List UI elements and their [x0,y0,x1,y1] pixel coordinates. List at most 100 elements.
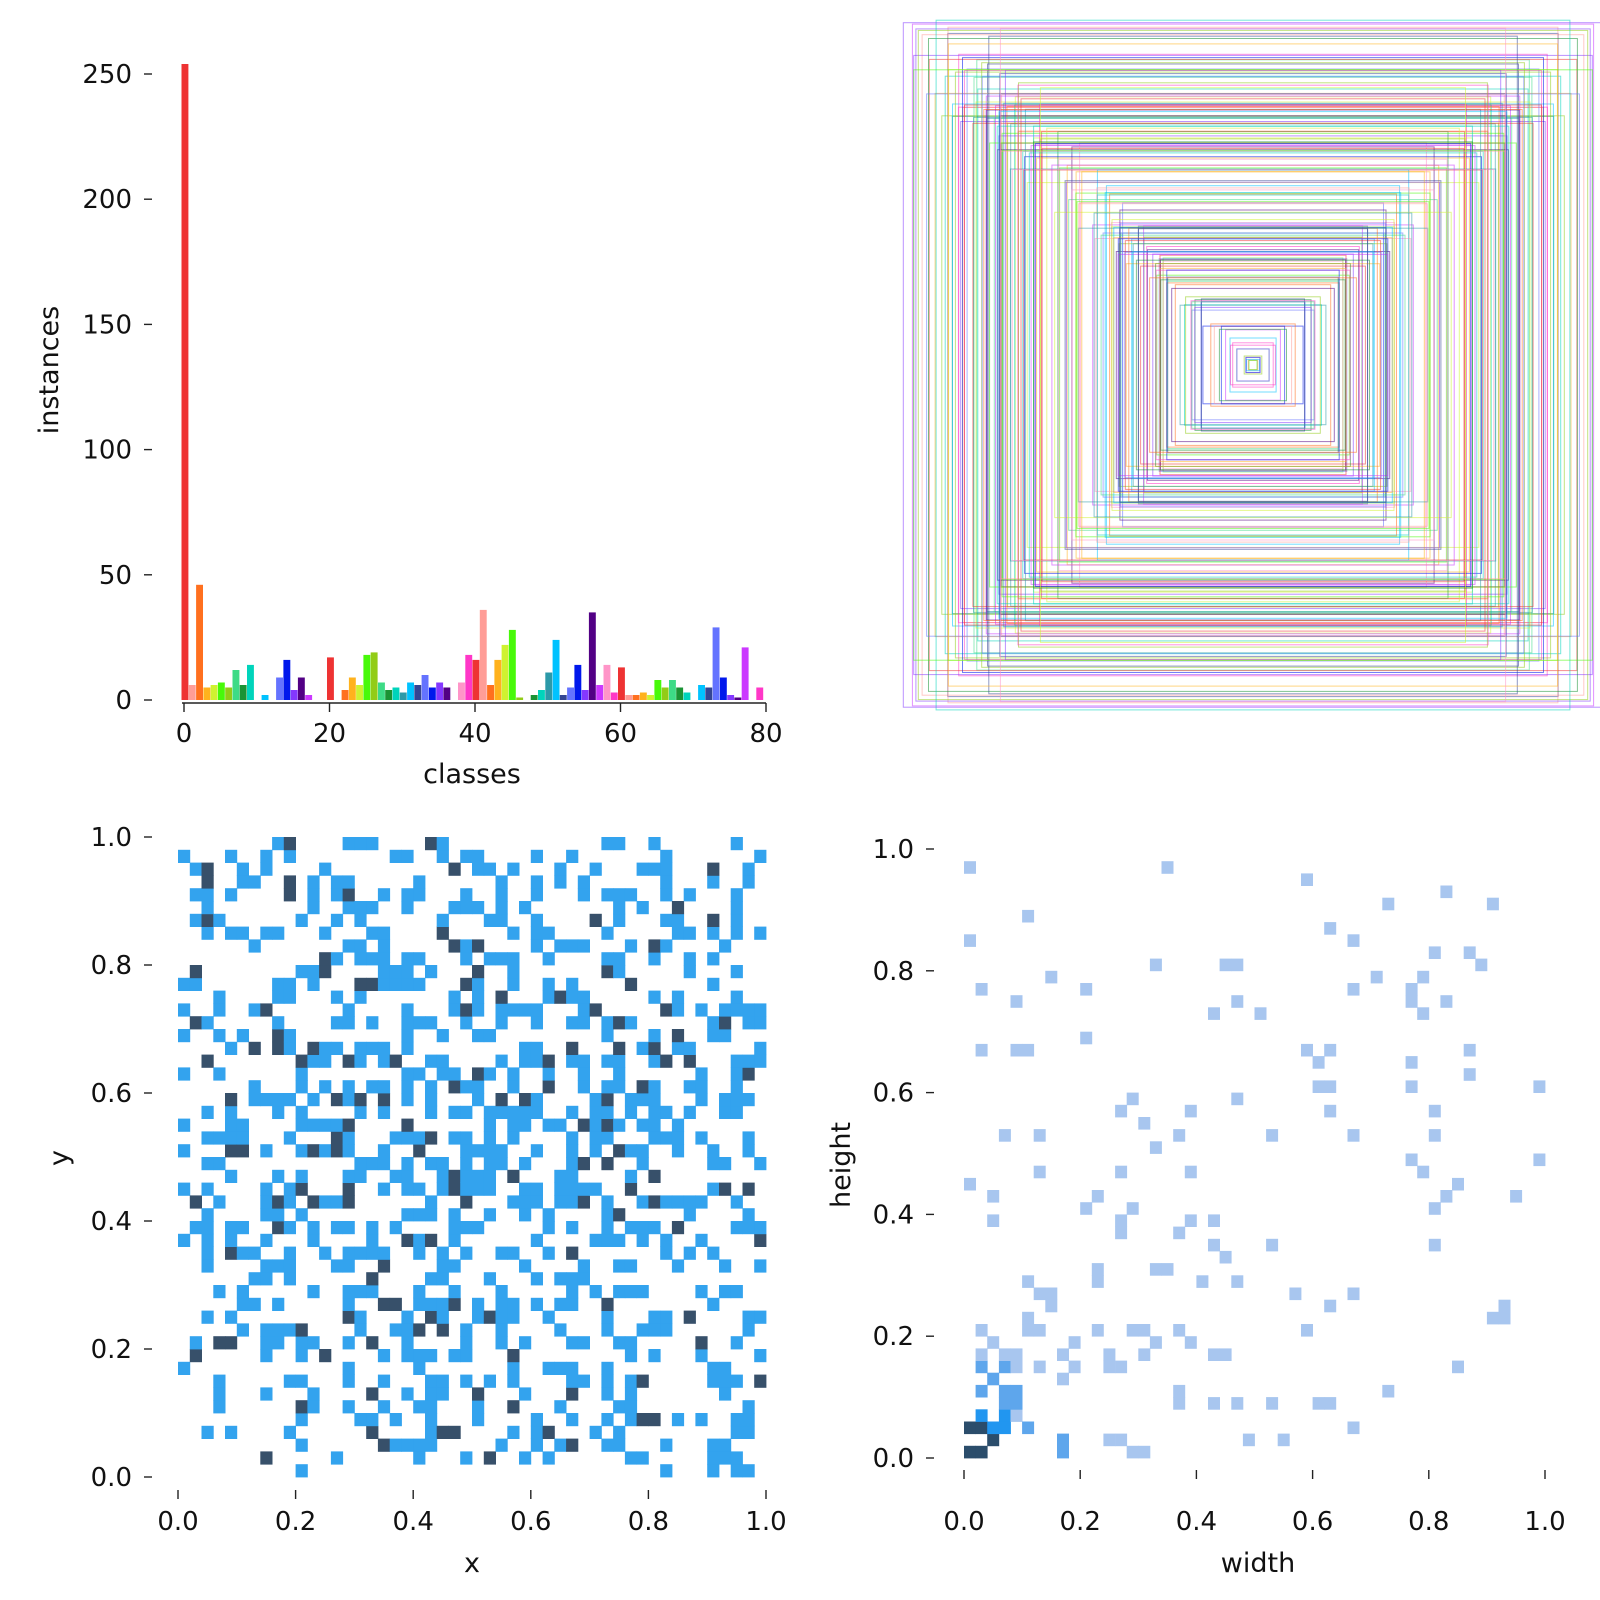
xy-heatmap-cell [295,1400,308,1414]
histogram-y-tick-label: 50 [99,561,132,591]
box-outline [1191,301,1315,429]
xy-heatmap-cell [566,1246,579,1260]
histogram-bar [297,677,305,700]
xy-heatmap-cell [260,1323,273,1337]
wh-heatmap-cell [1347,1287,1360,1301]
wh-heatmap-cell [1115,1360,1128,1374]
histogram-bar [305,695,313,700]
xy-heatmap-cell [660,1438,673,1452]
xy-heatmap-cell [260,1272,273,1286]
xy-heatmap-cell [719,1016,732,1030]
xy-heatmap-cell [530,1144,543,1158]
xy-heatmap-cell [495,901,508,915]
xy-heatmap-cell [377,977,391,991]
histogram-y-ticks: 0 50 100 150 200 250 [82,60,152,716]
xy-heatmap-cell [413,1246,426,1260]
xy-heatmap-cell [566,990,579,1004]
xy-heatmap-cell [542,1118,555,1132]
xy-heatmap-cell [601,965,614,979]
xy-heatmap-cell [519,1093,532,1107]
xy-heatmap-cell [342,837,355,851]
xy-heatmap-cell [730,1003,743,1017]
box-outline [1220,325,1286,405]
xy-heatmap-cell [566,1041,579,1055]
xy-y-tick-label: 0.2 [91,1335,132,1365]
xy-heatmap-cell [213,1195,226,1209]
histogram-x-tick-label: 80 [749,719,782,749]
xy-heatmap-cell [272,1208,285,1222]
xy-heatmap-cell [707,1374,720,1388]
histogram-bar [399,692,407,700]
xy-heatmap-cell [189,913,202,927]
xy-heatmap-cell [507,952,520,966]
xy-heatmap-cell [601,1221,614,1235]
xy-heatmap-cell [554,1400,567,1414]
xy-heatmap-cell [342,1246,355,1260]
xy-heatmap-cell [519,1003,532,1017]
wh-heatmap-cell [1533,1153,1546,1167]
xy-heatmap-cell [483,1131,496,1145]
xy-heatmap-cell [260,1093,273,1107]
wh-heatmap-cell [1301,1043,1313,1057]
xy-heatmap-cell [730,1080,743,1094]
histogram-bar [625,695,633,700]
wh-heatmap-cell [1428,946,1441,959]
xy-heatmap-cell [742,1016,755,1030]
xy-heatmap-cell [330,1259,344,1273]
wh-heatmap-cell [998,1384,1011,1398]
wh-heatmap-cell [1266,1129,1279,1142]
histogram-bar [676,687,684,700]
xy-heatmap-cell [707,862,720,876]
xy-x-tick-label: 0.4 [393,1507,434,1537]
xy-heatmap-cell [460,1451,473,1465]
xy-heatmap-cell [377,1400,391,1414]
xy-heatmap-cell [648,1413,661,1427]
xy-heatmap-cell [295,1067,308,1081]
xy-heatmap-cell [377,926,391,940]
xy-heatmap-cell [377,1054,391,1068]
xy-heatmap-cell [260,1387,273,1401]
wh-heatmap-cell [998,1129,1011,1142]
wh-heatmap-cell [1022,1043,1035,1057]
xy-heatmap-cell [601,1080,614,1094]
xy-heatmap-cell [295,1349,308,1363]
box-outline [1010,123,1496,607]
histogram-bar [225,687,233,700]
xy-heatmap-cell [342,1054,355,1068]
xy-heatmap-cell [448,1080,461,1094]
wh-heatmap-cell [1045,1287,1058,1301]
wh-heatmap-cell [1231,1397,1244,1410]
xy-heatmap-cell [495,1336,508,1350]
wh-heatmap-cell [1091,1263,1104,1276]
xy-heatmap-cell [413,1285,426,1299]
xy-heatmap-cell [730,1413,743,1427]
xy-heatmap-cell [695,1067,708,1081]
histogram-bar [421,675,429,700]
xy-heatmap-cell [354,1169,367,1183]
xy-heatmap-cell [366,1157,379,1171]
xy-heatmap-cell [307,875,320,889]
histogram-bar [414,685,422,700]
wh-heatmap-cell [1219,1250,1232,1264]
xy-heatmap-cell [330,990,344,1004]
xy-heatmap-cell [577,939,590,953]
xy-heatmap-cell [201,1259,214,1273]
wh-heatmap-cell [1231,995,1244,1008]
xy-heatmap-cell [636,1374,649,1388]
xy-heatmap-cell [671,990,685,1004]
xy-heatmap-cell [425,1297,438,1311]
xy-heatmap-cell [613,837,626,851]
xy-heatmap-cell [213,1336,226,1350]
xy-heatmap-cell [236,1221,249,1235]
box-outline [964,104,1542,626]
wh-heatmap-cell [1173,1384,1186,1398]
xy-heatmap-cell [507,1067,520,1081]
xy-heatmap-cell [377,1157,391,1171]
wh-heatmap-cell [1486,897,1499,911]
xy-heatmap-cell [330,952,344,966]
xy-heatmap-cell [295,1118,308,1132]
xy-heatmap-cell [201,1208,214,1222]
xy-heatmap-cell [730,1221,743,1235]
xy-heatmap-cell [660,1323,673,1337]
xy-heatmap-cell [354,1323,367,1337]
